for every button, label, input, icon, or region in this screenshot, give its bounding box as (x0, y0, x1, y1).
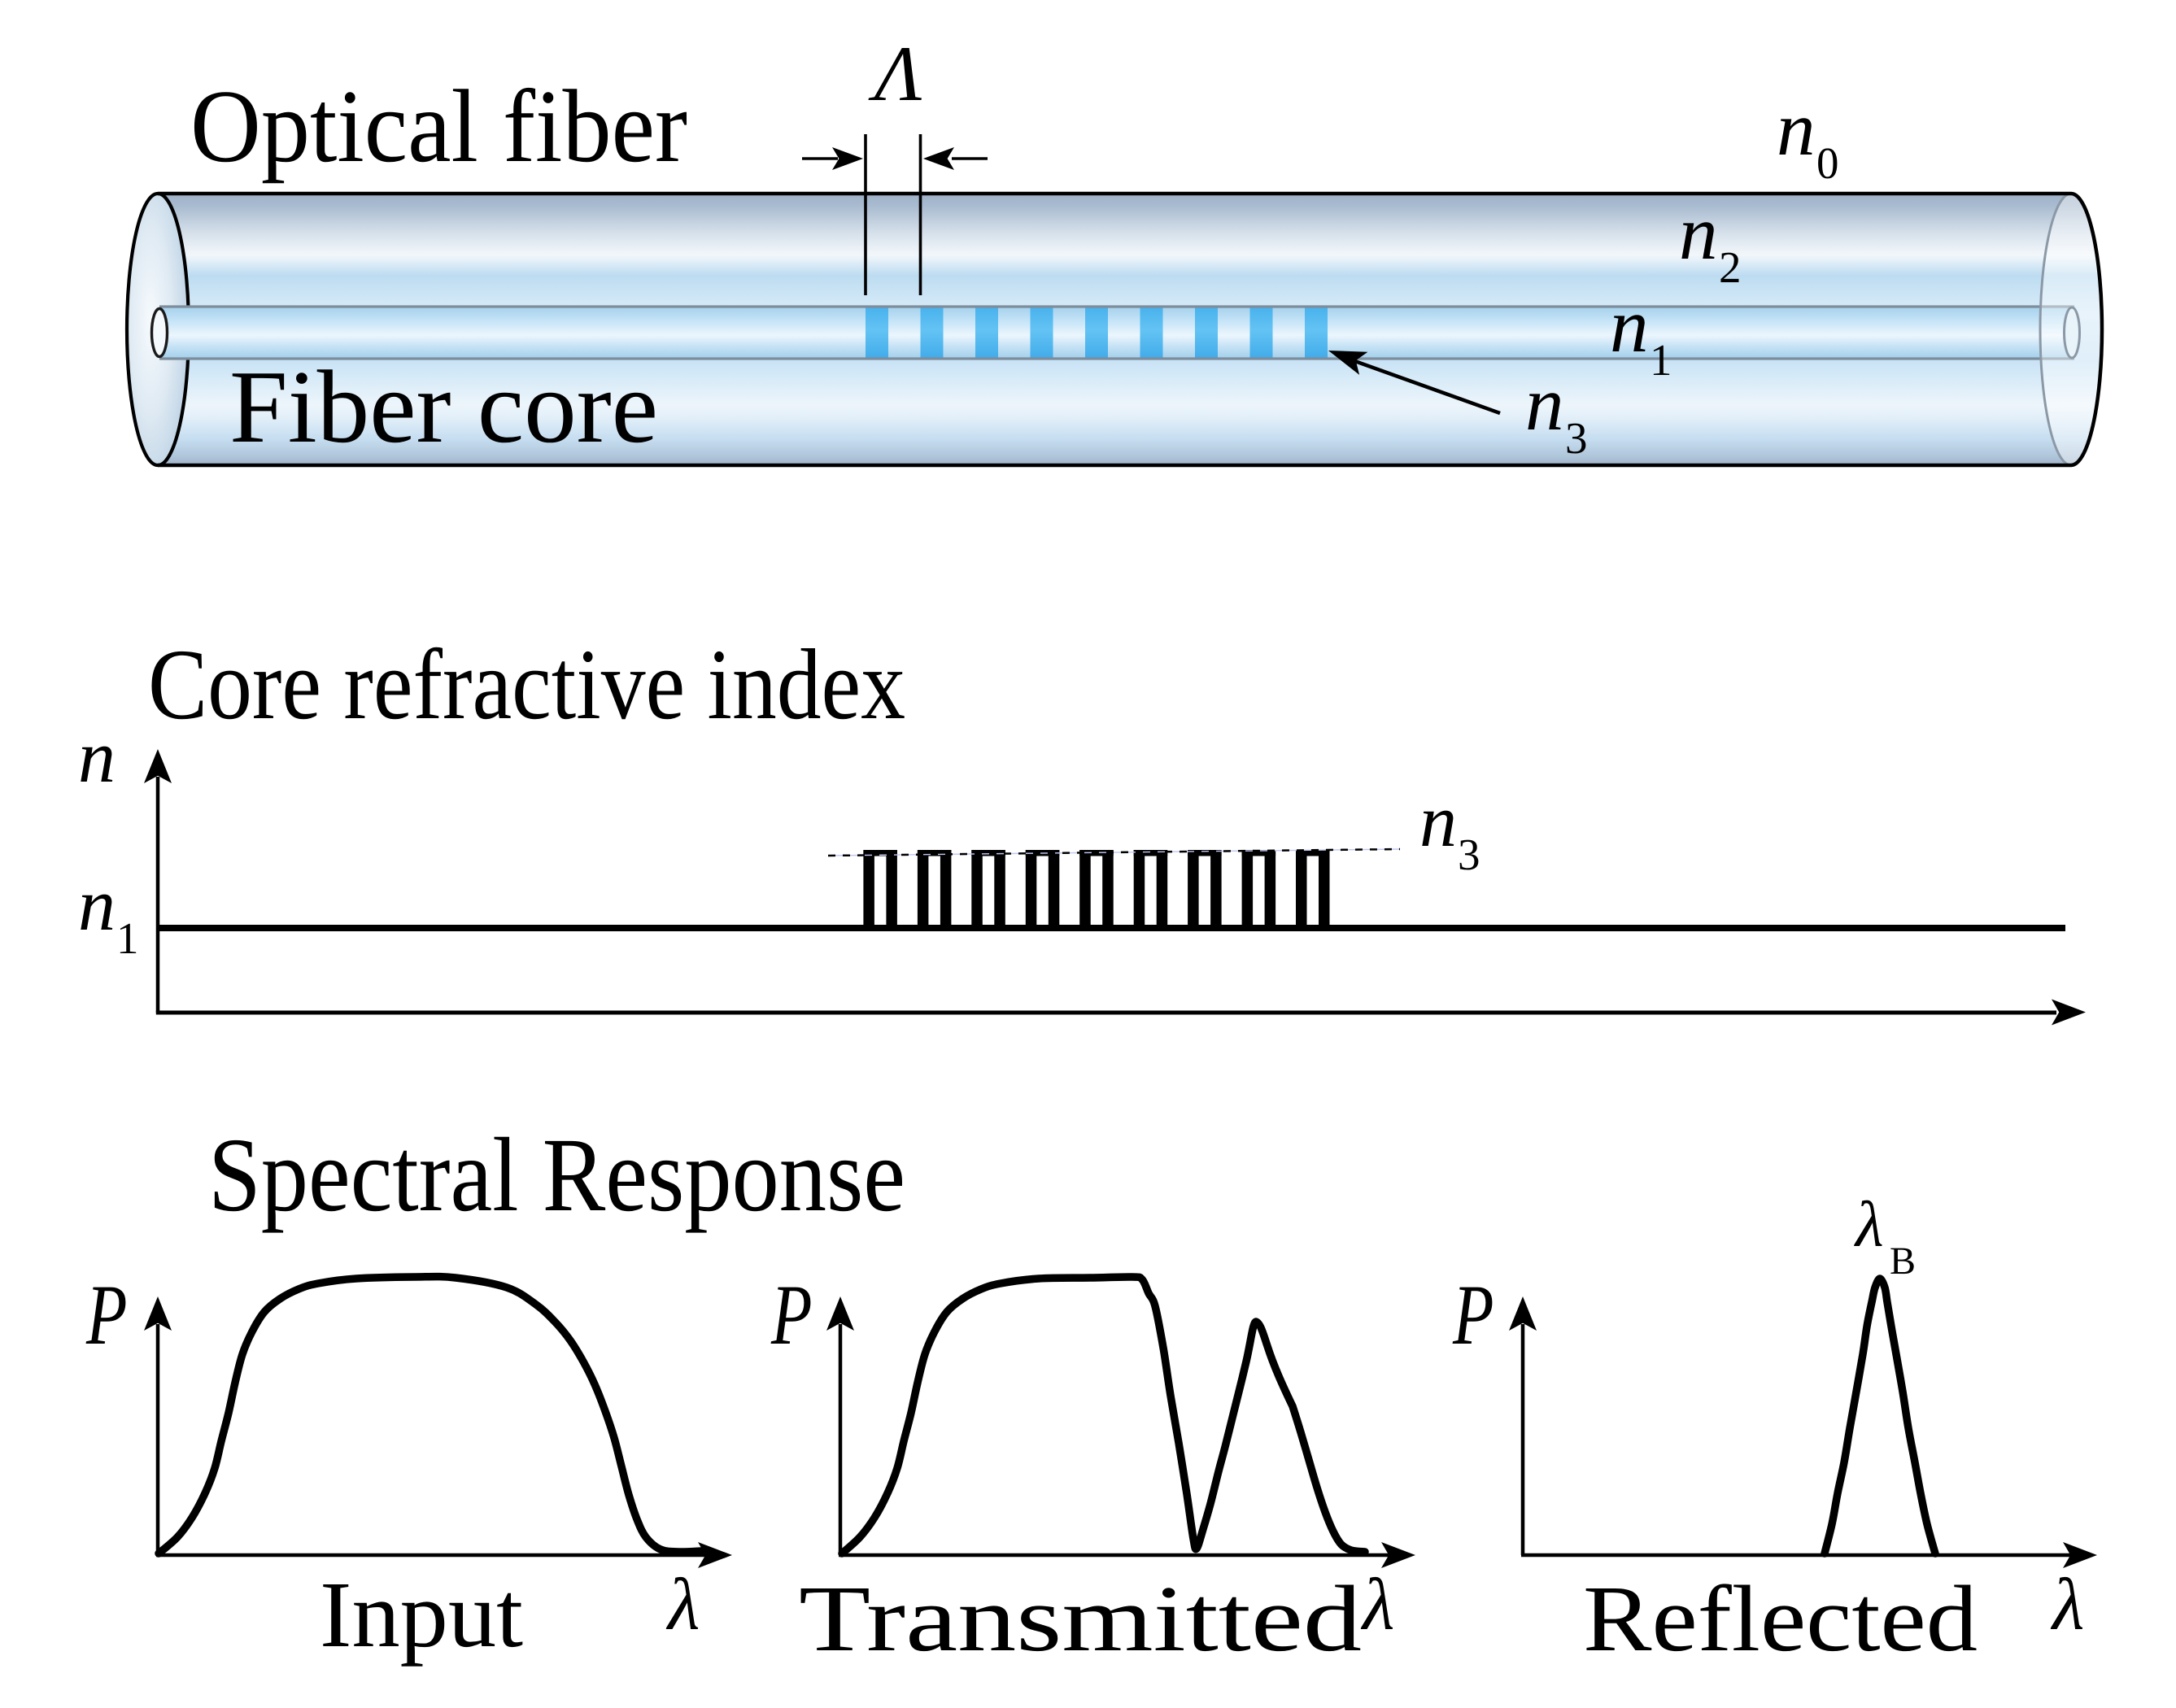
svg-text:Input: Input (320, 1563, 523, 1667)
svg-text:Transmitted: Transmitted (799, 1567, 1362, 1671)
svg-text:n: n (78, 715, 116, 798)
svg-text:n: n (78, 863, 116, 946)
svg-text:n: n (1679, 190, 1718, 276)
svg-text:Core refractive index: Core refractive index (148, 629, 905, 740)
svg-text:λ: λ (665, 1563, 700, 1645)
svg-text:P: P (770, 1267, 812, 1362)
svg-text:Spectral Response: Spectral Response (208, 1117, 905, 1234)
svg-text:0: 0 (1816, 138, 1839, 188)
svg-text:2: 2 (1719, 242, 1742, 292)
svg-text:Reflected: Reflected (1583, 1567, 1978, 1671)
svg-text:n: n (1419, 779, 1457, 862)
svg-text:P: P (1452, 1267, 1494, 1362)
svg-text:λ: λ (2050, 1563, 2084, 1645)
svg-text:3: 3 (1458, 830, 1480, 879)
svg-text:1: 1 (1650, 335, 1672, 385)
svg-text:λ: λ (1360, 1563, 1394, 1645)
svg-text:Optical fiber: Optical fiber (190, 68, 687, 184)
svg-text:B: B (1890, 1240, 1916, 1283)
svg-text:3: 3 (1565, 413, 1588, 463)
svg-text:P: P (85, 1267, 127, 1362)
svg-text:n: n (1525, 360, 1564, 447)
svg-text:1: 1 (116, 913, 139, 963)
svg-text:Fiber core: Fiber core (229, 349, 658, 464)
svg-text:Λ: Λ (868, 30, 922, 117)
svg-text:λ: λ (1854, 1189, 1884, 1261)
svg-text:n: n (1610, 282, 1649, 368)
svg-text:n: n (1777, 85, 1816, 172)
